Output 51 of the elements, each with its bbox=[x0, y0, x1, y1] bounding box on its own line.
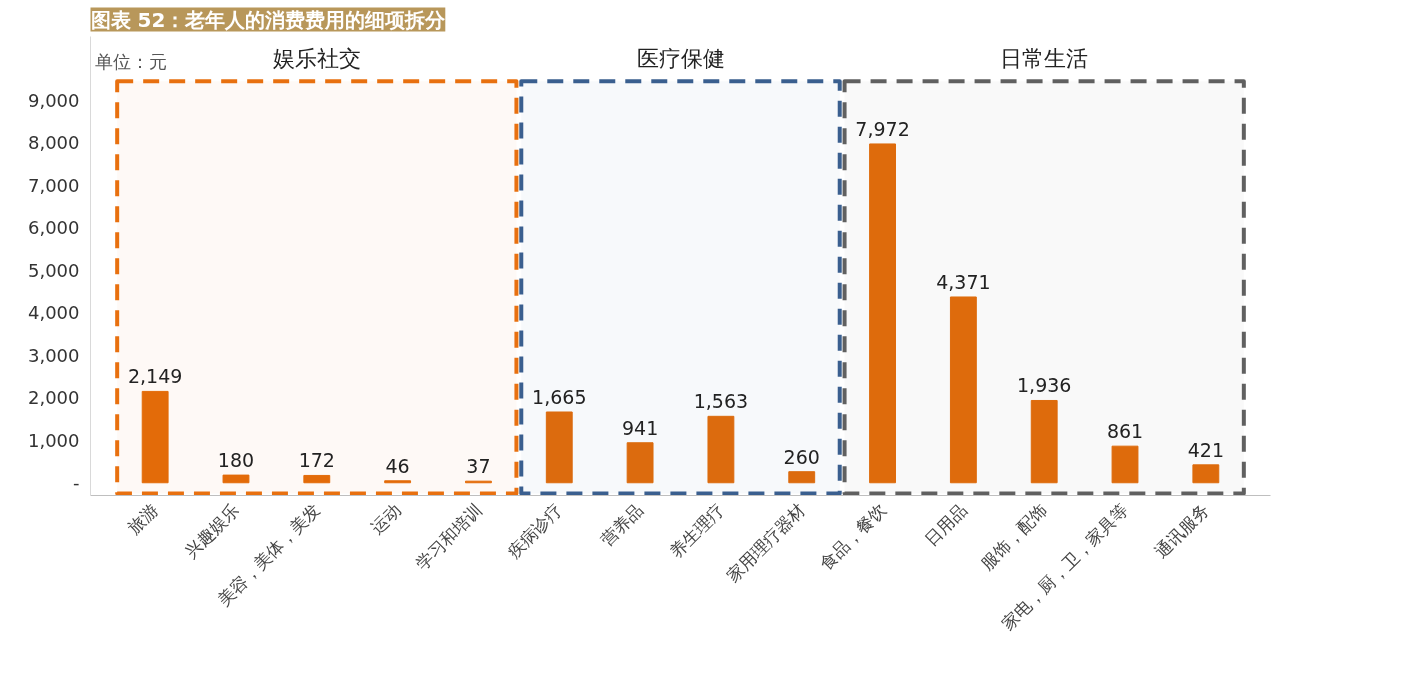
bar bbox=[869, 143, 896, 484]
text: 172 bbox=[298, 449, 335, 472]
x-tick-label: 旅游 bbox=[124, 499, 163, 538]
y-tick-label: 5,000 bbox=[27, 259, 80, 281]
text: 1,665 bbox=[532, 385, 587, 408]
y-tick-label: - bbox=[73, 472, 80, 494]
bar bbox=[788, 471, 816, 484]
band-label: 医疗保健 bbox=[636, 46, 725, 72]
bar bbox=[303, 474, 331, 484]
bar bbox=[707, 415, 735, 484]
bar bbox=[222, 474, 250, 484]
text: 2,149 bbox=[127, 365, 183, 388]
y-tick-label: 1,000 bbox=[27, 429, 80, 451]
y-tick-label: 6,000 bbox=[27, 217, 80, 239]
x-tick-label: 食品，餐饮 bbox=[815, 499, 890, 574]
y-axis-title: 单位：元 bbox=[94, 51, 167, 73]
y-tick-label: 4,000 bbox=[27, 302, 80, 324]
bar bbox=[1192, 464, 1220, 484]
text: 37 bbox=[466, 455, 491, 478]
bar bbox=[1030, 399, 1058, 484]
bar bbox=[545, 411, 573, 484]
y-tick-label: 3,000 bbox=[27, 344, 80, 366]
band-label: 娱乐社交 bbox=[272, 46, 361, 72]
chart-title: 图表 52：老年人的消费费用的细项拆分 bbox=[90, 7, 447, 32]
y-tick-label: 9,000 bbox=[27, 89, 80, 111]
text: 861 bbox=[1106, 420, 1144, 443]
bar bbox=[949, 296, 977, 484]
x-tick-label: 运动 bbox=[366, 499, 405, 538]
y-tick-label: 2,000 bbox=[27, 387, 80, 409]
x-tick-label: 日用品 bbox=[920, 499, 971, 550]
text: 180 bbox=[217, 449, 255, 472]
x-tick-label: 服饰，配饰 bbox=[977, 499, 1052, 574]
text: 7,972 bbox=[855, 117, 910, 140]
text: 941 bbox=[621, 416, 659, 439]
bar bbox=[141, 390, 169, 484]
bar bbox=[1111, 445, 1139, 484]
text: 46 bbox=[385, 454, 410, 477]
text: 421 bbox=[1187, 438, 1224, 461]
text: 260 bbox=[783, 445, 820, 468]
text: 1,936 bbox=[1017, 374, 1072, 397]
band-label: 日常生活 bbox=[1000, 46, 1089, 72]
x-tick-label: 学习和培训 bbox=[411, 499, 486, 574]
x-tick-label: 疾病诊疗 bbox=[504, 499, 567, 562]
x-tick-label: 通讯服务 bbox=[1150, 499, 1213, 562]
text: 1,563 bbox=[693, 390, 749, 413]
text: 4,371 bbox=[936, 270, 991, 293]
bar bbox=[626, 442, 654, 484]
y-tick-label: 8,000 bbox=[27, 132, 80, 154]
y-tick-label: 7,000 bbox=[27, 174, 80, 196]
x-tick-label: 营养品 bbox=[596, 499, 648, 550]
x-tick-label: 兴趣娱乐 bbox=[180, 499, 244, 562]
